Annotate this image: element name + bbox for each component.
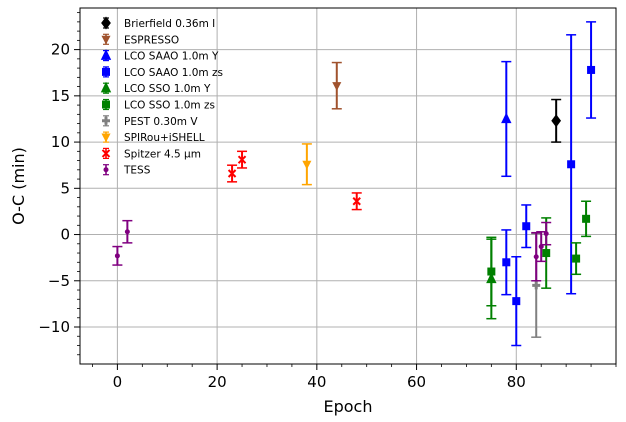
data-point [502,258,511,267]
legend-label: ESPRESSO [124,34,179,46]
y-tick-label: 20 [51,41,70,59]
legend-entry: LCO SSO 1.0m Y [100,81,211,95]
legend-entry: Spitzer 4.5 μm [101,147,201,160]
legend-marker [100,49,112,60]
legend-entry: LCO SAAO 1.0m zs [102,66,223,79]
x-axis-ticks: 0 20 40 60 80 [92,364,617,391]
data-point [501,112,512,124]
y-tick-label: 15 [51,87,70,105]
data-point [567,160,576,169]
series-2 [501,60,512,178]
series-1 [331,61,342,110]
data-point [522,222,531,231]
x-tick-label: 60 [407,373,426,391]
data-point [227,169,237,178]
legend-label: LCO SSO 1.0m Y [124,83,211,95]
data-point [587,65,596,74]
y-axis-label: O-C (min) [9,147,28,225]
data-point [582,214,591,223]
legend-marker [102,100,110,109]
legend-entry: LCO SSO 1.0m zs [102,98,215,112]
legend-marker [101,133,111,143]
x-tick-label: 80 [507,373,526,391]
x-axis-label: Epoch [324,397,373,416]
legend-marker [101,35,111,45]
x-tick-label: 40 [307,373,326,391]
legend-label: Spitzer 4.5 μm [124,148,201,160]
legend-marker [100,81,112,93]
legend-label: LCO SSO 1.0m zs [124,100,215,112]
data-points [112,21,597,347]
y-tick-label: 5 [60,179,70,197]
legend-entry: TESS [103,164,151,177]
legend-marker [101,16,111,30]
legend-entry: Brierfield 0.36m I [101,16,215,30]
grid [80,8,616,364]
legend-label: SPIRou+iSHELL [124,132,205,144]
data-point [551,114,562,128]
data-point [542,249,551,258]
y-tick-label: −10 [38,318,70,336]
legend-marker [103,167,109,173]
data-point [124,229,130,235]
x-tick-label: 0 [113,373,123,391]
legend-marker [102,116,110,125]
legend-label: LCO SAAO 1.0m zs [124,67,223,79]
y-tick-label: 10 [51,133,70,151]
series-7 [301,143,312,186]
legend-label: Brierfield 0.36m I [124,18,215,30]
legend-entry: ESPRESSO [101,33,179,46]
series-5 [486,200,592,307]
legend-entry: PEST 0.30m V [102,115,198,128]
series-9 [112,219,552,282]
legend-label: TESS [123,165,151,177]
legend-marker [101,149,111,158]
legend-marker [102,67,110,76]
series-0 [551,98,562,143]
data-point [512,297,521,306]
x-tick-label: 20 [208,373,227,391]
legend-entry: LCO SAAO 1.0m Y [100,49,219,63]
y-tick-label: −5 [48,272,70,290]
series-8 [227,150,362,211]
series-3 [501,21,597,347]
plot-frame [79,7,617,365]
data-point [543,231,549,237]
legend-label: PEST 0.30m V [124,116,198,128]
data-point [572,254,581,263]
data-point [533,254,539,260]
data-point [532,281,541,290]
data-point [237,155,247,164]
legend-label: LCO SAAO 1.0m Y [124,51,219,63]
data-point [352,197,361,206]
legend-entry: SPIRou+iSHELL [101,131,205,144]
y-axis-ticks: −10 −5 0 5 10 15 20 [38,12,80,356]
y-tick-label: 0 [60,226,70,244]
legend: Brierfield 0.36m I ESPRESSO LCO SAAO 1.0m … [100,16,223,177]
data-point [332,82,342,91]
data-point [487,267,496,276]
data-point [302,160,312,170]
data-point [114,253,120,259]
